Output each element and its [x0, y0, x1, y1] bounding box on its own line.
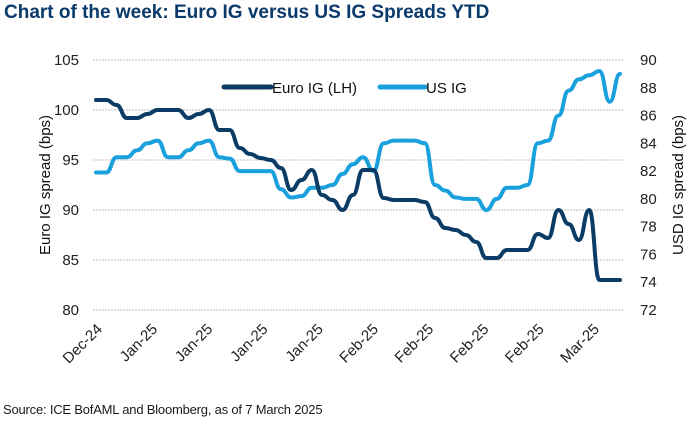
- left-tick-label: 105: [54, 52, 79, 69]
- legend-label-euro: Euro IG (LH): [272, 80, 357, 97]
- right-tick-label: 86: [640, 108, 657, 125]
- x-axis-ticks: Dec-24 Jan-25 Jan-25 Jan-25 Jan-25 Feb-25 Feb-…: [60, 321, 603, 367]
- series-lines: [94, 69, 622, 282]
- right-tick-label: 90: [640, 52, 657, 69]
- x-tick-label: Feb-25: [392, 321, 438, 367]
- source-note: Source: ICE BofAML and Bloomberg, as of …: [3, 402, 323, 417]
- series-line-us-ig: [94, 69, 622, 212]
- chart: 80 85 90 95 100 105 72 74 76 78 80 82 84 86 88 90 Dec-…: [37, 52, 687, 367]
- right-tick-label: 74: [640, 274, 657, 291]
- right-tick-label: 84: [640, 135, 657, 152]
- right-axis-label: USD IG spread (bps): [670, 115, 687, 255]
- right-tick-label: 76: [640, 246, 657, 263]
- x-tick-label: Feb-25: [502, 321, 548, 367]
- right-tick-label: 78: [640, 219, 657, 236]
- x-tick-label: Feb-25: [447, 321, 493, 367]
- right-axis-ticks: 72 74 76 78 80 82 84 86 88 90: [640, 52, 657, 319]
- left-tick-label: 100: [54, 102, 79, 119]
- legend: Euro IG (LH) US IG: [221, 80, 467, 97]
- series-line-euro-ig: [94, 98, 622, 282]
- left-tick-label: 85: [62, 252, 79, 269]
- legend-label-us: US IG: [426, 80, 467, 97]
- x-tick-label: Mar-25: [557, 321, 603, 367]
- left-tick-label: 90: [62, 202, 79, 219]
- x-tick-label: Dec-24: [60, 321, 106, 367]
- x-tick-label: Jan-25: [172, 321, 216, 365]
- right-tick-label: 88: [640, 80, 657, 97]
- left-axis-label: Euro IG spread (bps): [37, 115, 54, 255]
- chart-title: Chart of the week: Euro IG versus US IG …: [4, 2, 490, 23]
- right-tick-label: 72: [640, 302, 657, 319]
- x-tick-label: Jan-25: [282, 321, 326, 365]
- right-tick-label: 80: [640, 191, 657, 208]
- x-tick-label: Jan-25: [227, 321, 271, 365]
- right-tick-label: 82: [640, 163, 657, 180]
- left-axis-ticks: 80 85 90 95 100 105: [54, 52, 79, 319]
- x-tick-label: Jan-25: [117, 321, 161, 365]
- left-tick-label: 80: [62, 302, 79, 319]
- x-tick-label: Feb-25: [336, 321, 382, 367]
- left-tick-label: 95: [62, 152, 79, 169]
